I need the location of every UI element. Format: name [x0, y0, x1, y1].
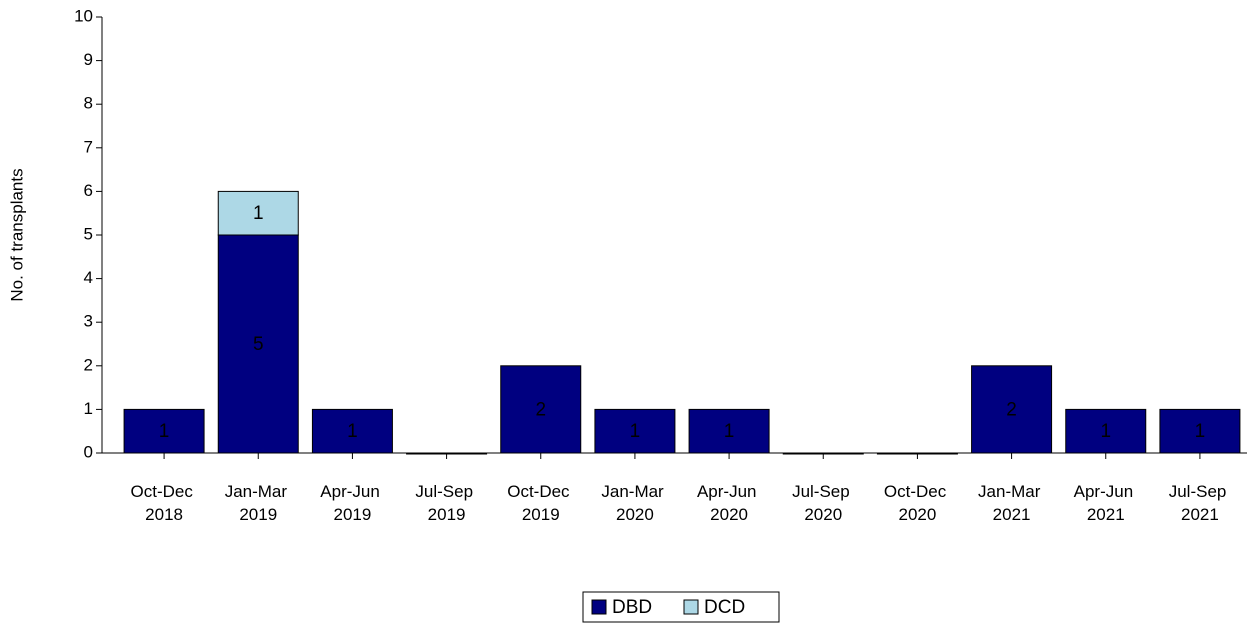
bar-segment — [688, 408, 770, 454]
y-tick-label: 3 — [84, 312, 93, 331]
bar-segment — [1159, 408, 1241, 454]
legend-box — [582, 591, 780, 623]
x-tick-label: Apr-Jun 2019 — [320, 482, 384, 524]
y-tick-label: 1 — [84, 399, 93, 418]
x-tick-label: Jan-Mar 2021 — [978, 482, 1045, 524]
value-label: 1 — [1195, 421, 1206, 442]
value-label: 1 — [347, 421, 358, 442]
legend-label: DBD — [612, 597, 652, 618]
y-tick-label: 10 — [74, 6, 93, 25]
y-tick-label: 8 — [84, 94, 93, 113]
x-tick-label: Apr-Jun 2021 — [1074, 482, 1138, 524]
legend-swatch — [591, 599, 607, 615]
value-label: 2 — [1006, 399, 1017, 420]
value-label: 1 — [253, 203, 264, 224]
y-tick-label: 5 — [84, 224, 93, 243]
bar-segment — [500, 365, 582, 454]
bar-segment — [1065, 408, 1147, 454]
value-label: 1 — [1100, 421, 1111, 442]
value-label: 1 — [724, 421, 735, 442]
bar-segment — [594, 408, 676, 454]
value-label: 5 — [253, 334, 264, 355]
x-tick-label: Jul-Sep 2020 — [792, 482, 854, 524]
x-tick-label: Oct-Dec 2019 — [507, 482, 574, 524]
y-tick-label: 4 — [84, 268, 93, 287]
value-label: 1 — [630, 421, 641, 442]
legend-swatch — [683, 599, 699, 615]
y-tick-label: 2 — [84, 355, 93, 374]
bar-segment — [406, 452, 488, 455]
y-axis-label: No. of transplants — [7, 168, 26, 301]
x-tick-label: Apr-Jun 2020 — [697, 482, 761, 524]
bar-segment — [311, 408, 393, 454]
y-tick-label: 0 — [84, 442, 93, 461]
value-label: 2 — [535, 399, 546, 420]
bar-segment — [876, 452, 958, 455]
bar-segment — [971, 365, 1053, 454]
x-tick-label: Jan-Mar 2019 — [225, 482, 292, 524]
x-tick-label: Jan-Mar 2020 — [601, 482, 668, 524]
x-tick-label: Jul-Sep 2019 — [415, 482, 477, 524]
value-label: 1 — [159, 421, 170, 442]
x-tick-label: Oct-Dec 2020 — [884, 482, 951, 524]
legend-label: DCD — [704, 597, 745, 618]
bar-segment — [782, 452, 864, 455]
x-tick-label: Jul-Sep 2021 — [1169, 482, 1231, 524]
y-tick-label: 9 — [84, 50, 93, 69]
x-tick-label: Oct-Dec 2018 — [131, 482, 198, 524]
y-tick-label: 6 — [84, 181, 93, 200]
y-tick-label: 7 — [84, 137, 93, 156]
bar-segment — [123, 408, 205, 454]
bar-segment — [217, 190, 299, 236]
